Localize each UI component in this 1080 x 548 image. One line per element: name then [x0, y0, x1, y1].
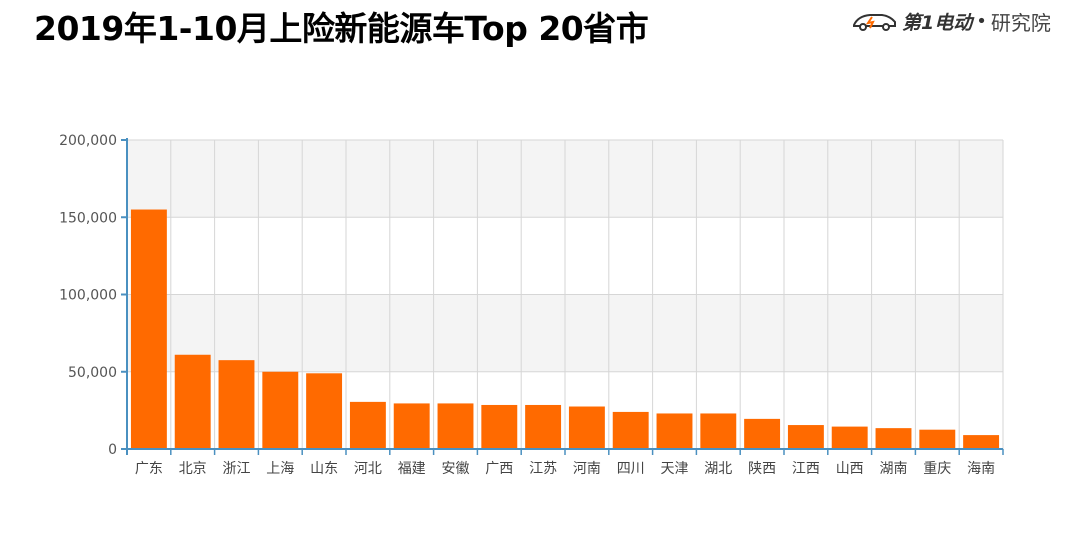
y-tick-label: 200,000: [59, 133, 117, 149]
x-tick-label: 河南: [573, 461, 601, 477]
bar-江西: [787, 425, 824, 449]
x-tick-label: 四川: [617, 461, 645, 477]
x-tick-label: 北京: [179, 461, 207, 477]
x-tick-label: 浙江: [223, 461, 251, 477]
x-tick-label: 湖北: [704, 461, 732, 477]
car-logo-icon: [853, 14, 896, 31]
bar-四川: [612, 411, 649, 449]
bar-福建: [393, 403, 430, 449]
x-tick-label: 广西: [485, 461, 513, 477]
bar-天津: [656, 413, 693, 449]
x-tick-label: 江苏: [529, 461, 557, 477]
y-tick-label: 50,000: [68, 365, 117, 381]
bar-重庆: [919, 429, 956, 449]
bar-安徽: [437, 403, 474, 449]
bar-河北: [349, 401, 386, 449]
x-tick-label: 海南: [967, 461, 995, 477]
bar-广东: [130, 209, 167, 449]
x-tick-label: 广东: [135, 461, 163, 477]
bar-北京: [174, 354, 211, 449]
chart-bars: [130, 209, 1000, 449]
x-tick-label: 河北: [354, 461, 382, 477]
y-tick-label: 150,000: [59, 210, 117, 226]
x-tick-label: 重庆: [923, 461, 951, 477]
page-title: 2019年1-10月上险新能源车Top 20省市: [34, 9, 649, 48]
x-tick-label: 福建: [398, 461, 426, 477]
x-tick-label: 山西: [836, 461, 864, 477]
bar-山西: [831, 426, 868, 449]
x-tick-label: 江西: [792, 461, 820, 477]
chart-grid: [126, 139, 1004, 450]
x-tick-label: 天津: [661, 461, 689, 477]
bar-湖北: [700, 413, 737, 449]
x-tick-label: 陕西: [748, 461, 776, 477]
bar-河南: [568, 406, 605, 449]
bar-陕西: [744, 418, 781, 449]
brand-separator: •: [976, 10, 987, 32]
y-tick-label: 0: [108, 442, 117, 458]
brand-logo-text: 第1电动: [902, 11, 973, 34]
bar-上海: [262, 371, 299, 449]
brand-logo: 第1电动 • 研究院: [852, 6, 1072, 36]
bar-湖南: [875, 428, 912, 449]
x-axis-ticks: 广东 北京 浙江 上海 山东 河北 福建 安徽 广西 江苏 河南 四川 天津 湖北 陕西 江西 山西 湖南 重庆 海南: [126, 449, 1004, 477]
x-tick-label: 安徽: [442, 461, 470, 477]
bar-浙江: [218, 360, 255, 449]
x-tick-label: 山东: [310, 461, 338, 477]
brand-suffix: 研究院: [990, 10, 1051, 35]
x-tick-label: 湖南: [880, 461, 908, 477]
y-axis-ticks: 0 50,000 100,000 150,000 200,000: [59, 133, 127, 458]
bar-山东: [306, 373, 343, 449]
x-tick-label: 上海: [266, 461, 294, 477]
bar-广西: [481, 404, 518, 449]
bar-江苏: [525, 404, 562, 449]
y-tick-label: 100,000: [59, 288, 117, 304]
bar-海南: [963, 435, 1000, 449]
